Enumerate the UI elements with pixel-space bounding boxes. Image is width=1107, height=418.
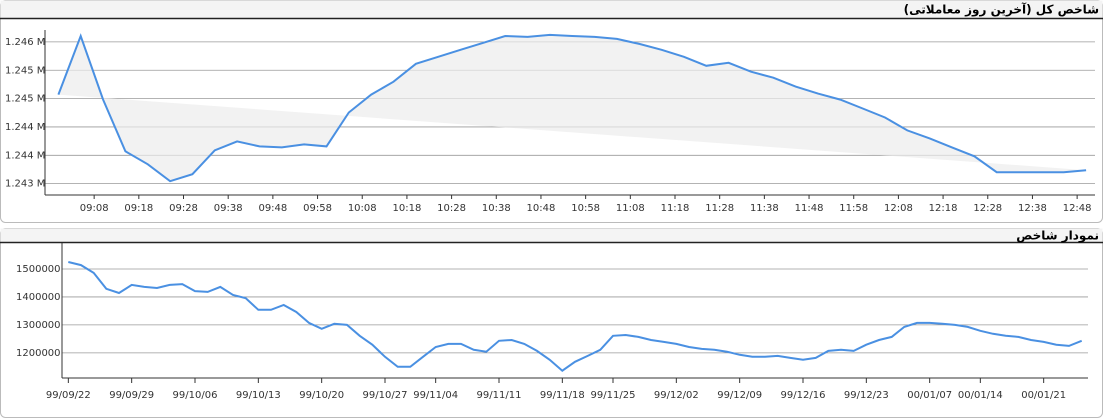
x-tick-label: 11:08 xyxy=(616,203,645,214)
x-tick-label: 11:58 xyxy=(839,203,868,214)
x-tick-label: 99/10/13 xyxy=(236,390,281,401)
x-tick-label: 12:38 xyxy=(1018,203,1047,214)
y-tick-label: 1.244 M xyxy=(5,122,45,133)
x-tick-label: 00/01/21 xyxy=(1021,390,1066,401)
x-tick-label: 11:38 xyxy=(750,203,779,214)
x-tick-label: 11:18 xyxy=(661,203,690,214)
x-tick-label: 99/09/22 xyxy=(46,390,91,401)
chart-title: شاخص کل (آخرین روز معاملاتی) xyxy=(904,2,1099,18)
x-tick-label: 09:18 xyxy=(124,203,153,214)
x-tick-label: 99/11/25 xyxy=(591,390,636,401)
x-tick-label: 10:18 xyxy=(393,203,422,214)
x-tick-label: 10:58 xyxy=(571,203,600,214)
x-tick-label: 11:28 xyxy=(705,203,734,214)
y-tick-label: 1.245 M xyxy=(5,65,45,76)
x-tick-label: 99/10/06 xyxy=(173,390,218,401)
y-tick-label: 1.244 M xyxy=(5,150,45,161)
line xyxy=(68,261,1083,372)
line xyxy=(57,33,1087,183)
x-tick-label: 99/10/27 xyxy=(363,390,408,401)
x-tick-label: 99/11/18 xyxy=(540,390,585,401)
x-tick-label: 10:38 xyxy=(482,203,511,214)
x-tick-label: 99/09/29 xyxy=(109,390,154,401)
x-tick-label: 00/01/14 xyxy=(958,390,1003,401)
panel-header xyxy=(0,228,1103,243)
x-tick-label: 99/12/16 xyxy=(781,390,826,401)
y-tick-label: 1.246 M xyxy=(5,37,45,48)
x-tick-label: 99/11/04 xyxy=(413,390,458,401)
x-tick-label: 10:48 xyxy=(527,203,556,214)
x-tick-label: 12:28 xyxy=(973,203,1002,214)
x-tick-label: 99/12/09 xyxy=(717,390,762,401)
y-tick-label: 1.243 M xyxy=(5,179,45,190)
y-tick-label: 1400000 xyxy=(16,292,61,303)
x-tick-label: 10:08 xyxy=(348,203,377,214)
x-tick-label: 12:48 xyxy=(1063,203,1092,214)
y-tick-label: 1200000 xyxy=(16,348,61,359)
x-tick-label: 09:48 xyxy=(258,203,287,214)
x-tick-label: 11:48 xyxy=(795,203,824,214)
x-tick-label: 09:38 xyxy=(214,203,243,214)
x-tick-label: 12:18 xyxy=(929,203,958,214)
y-tick-label: 1300000 xyxy=(16,320,61,331)
panel-header xyxy=(0,0,1103,19)
x-tick-label: 12:08 xyxy=(884,203,913,214)
x-tick-label: 99/11/11 xyxy=(477,390,522,401)
x-tick-label: 10:28 xyxy=(437,203,466,214)
x-tick-label: 09:28 xyxy=(169,203,198,214)
x-tick-label: 99/12/23 xyxy=(844,390,889,401)
x-tick-label: 00/01/07 xyxy=(907,390,952,401)
x-tick-label: 99/10/20 xyxy=(299,390,344,401)
chart-title: نمودار شاخص xyxy=(1016,229,1099,244)
y-tick-label: 1.245 M xyxy=(5,94,45,105)
x-tick-label: 09:08 xyxy=(80,203,109,214)
x-tick-label: 09:58 xyxy=(303,203,332,214)
x-tick-label: 99/12/02 xyxy=(654,390,699,401)
y-tick-label: 1500000 xyxy=(16,264,61,275)
